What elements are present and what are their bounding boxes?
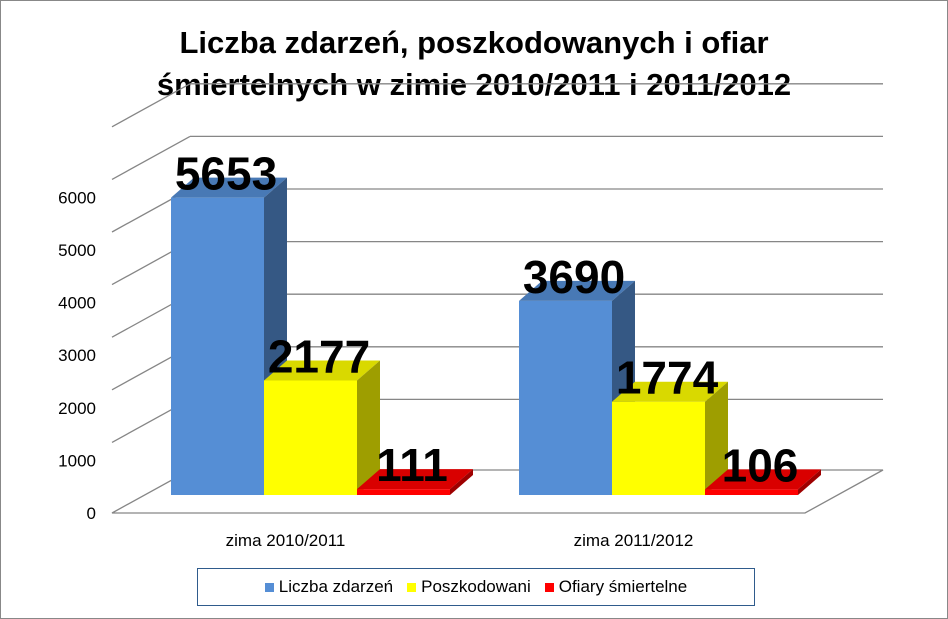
y-tick-label: 3000 [58, 346, 96, 365]
bar-top [612, 381, 728, 402]
category-label: zima 2010/2011 [226, 531, 346, 550]
y-tick-label: 0 [87, 504, 96, 523]
y-tick-label: 2000 [58, 399, 96, 418]
bar-front [357, 489, 450, 495]
data-label: 106 [722, 439, 799, 491]
chart-title: Liczba zdarzeń, poszkodowanych i ofiar ś… [0, 22, 948, 106]
bar-side [357, 360, 380, 495]
y-tick-label: 4000 [58, 294, 96, 313]
bar-0-2 [357, 469, 473, 495]
legend-label: Liczba zdarzeń [278, 577, 394, 596]
bar-front [264, 380, 357, 495]
data-label: 3690 [523, 251, 625, 303]
chart-title-line-1: Liczba zdarzeń, poszkodowanych i ofiar [179, 25, 769, 60]
bar-top [264, 360, 380, 381]
legend-item-poszkodowani: Poszkodowani [407, 577, 531, 597]
bar-0-0 [171, 177, 287, 495]
bar-top [171, 177, 287, 198]
legend-item-ofiary-smiertelne: Ofiary śmiertelne [544, 577, 688, 597]
bar-side [798, 469, 821, 495]
bar-top [357, 469, 473, 490]
legend-swatch [544, 582, 554, 592]
data-label: 5653 [175, 148, 277, 200]
legend-swatch [407, 582, 417, 592]
bar-0-1 [264, 360, 380, 495]
bar-side [450, 469, 473, 495]
gridline-side [111, 135, 191, 180]
legend-item-liczba-zdarzen: Liczba zdarzeń [264, 577, 394, 597]
y-tick-label: 1000 [58, 451, 96, 470]
category-label: zima 2011/2012 [574, 531, 694, 550]
bar-1-1 [612, 381, 728, 495]
bar-front [612, 401, 705, 495]
y-tick-label: 5000 [58, 241, 96, 260]
chart-title-line-2: śmiertelnych w zimie 2010/2011 i 2011/20… [156, 67, 792, 102]
bar-front [705, 489, 798, 495]
gridline-side [111, 83, 191, 128]
legend-label: Ofiary śmiertelne [558, 577, 688, 596]
bar-front [171, 197, 264, 495]
data-label: 2177 [268, 330, 370, 382]
data-label: 111 [376, 439, 448, 491]
legend-swatch [264, 582, 274, 592]
y-tick-label: 6000 [58, 188, 96, 207]
bar-front [519, 300, 612, 495]
bar-side [705, 381, 728, 495]
legend: Liczba zdarzeń Poszkodowani Ofiary śmier… [197, 568, 755, 606]
bar-top [705, 469, 821, 490]
bar-top [519, 280, 635, 301]
data-label: 1774 [616, 352, 719, 404]
legend-label: Poszkodowani [421, 577, 531, 596]
bar-1-2 [705, 469, 821, 495]
